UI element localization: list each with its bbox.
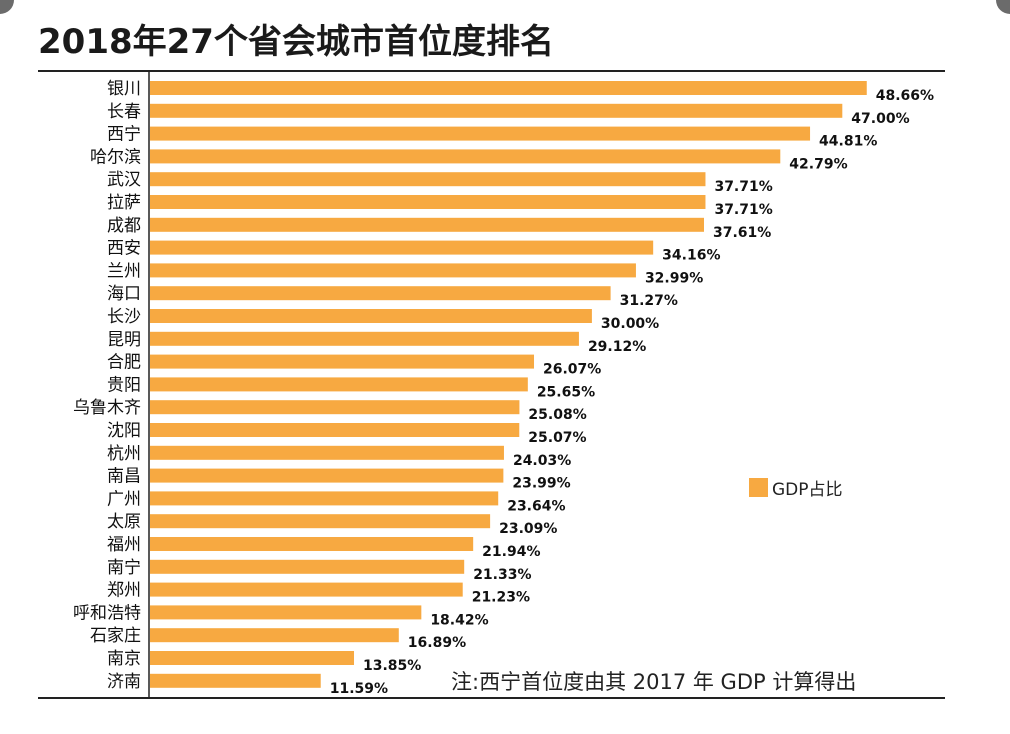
category-label: 郑州 — [107, 581, 141, 601]
footnote: 注:西宁首位度由其 2017 年 GDP 计算得出 — [451, 670, 857, 694]
category-label: 合肥 — [107, 353, 141, 373]
value-label: 30.00% — [601, 316, 659, 332]
bar — [150, 286, 611, 301]
value-label: 25.65% — [537, 384, 595, 400]
category-label: 西宁 — [107, 125, 141, 145]
bar — [150, 331, 579, 346]
value-label: 23.09% — [499, 521, 557, 537]
value-label: 11.59% — [330, 681, 388, 697]
bar — [150, 605, 422, 620]
bar — [150, 491, 499, 506]
category-label: 杭州 — [107, 444, 141, 464]
bar — [150, 559, 465, 574]
bar — [150, 582, 463, 597]
category-label: 拉萨 — [107, 193, 141, 213]
value-label: 47.00% — [851, 111, 909, 127]
bar — [150, 628, 399, 643]
value-label: 34.16% — [662, 248, 720, 264]
bar — [150, 445, 504, 460]
value-label: 21.94% — [482, 544, 540, 560]
bar — [150, 651, 355, 665]
bar — [150, 673, 321, 688]
value-label: 21.23% — [472, 590, 530, 606]
value-label: 25.08% — [528, 407, 586, 423]
bar — [150, 468, 504, 483]
value-label: 48.66% — [876, 88, 934, 104]
value-label: 37.61% — [713, 225, 771, 241]
value-label: 18.42% — [430, 612, 488, 628]
category-label: 太原 — [107, 512, 141, 532]
chart-title: 2018年27个省会城市首位度排名 — [38, 22, 554, 62]
value-label: 21.33% — [473, 567, 531, 583]
value-label: 23.99% — [512, 476, 570, 492]
value-label: 37.71% — [714, 202, 772, 218]
bar — [150, 195, 706, 209]
category-label: 沈阳 — [107, 421, 141, 441]
value-label: 26.07% — [543, 362, 601, 378]
value-label: 29.12% — [588, 339, 646, 355]
bar — [150, 126, 811, 141]
category-label: 兰州 — [107, 261, 141, 281]
value-label: 31.27% — [620, 293, 678, 309]
legend: GDP占比 — [749, 475, 843, 500]
category-label: 南宁 — [107, 558, 141, 578]
bar — [150, 217, 704, 232]
bar — [150, 172, 706, 187]
legend-swatch — [749, 478, 768, 497]
value-label: 37.71% — [714, 179, 772, 195]
bar — [150, 103, 843, 118]
value-label: 24.03% — [513, 453, 571, 469]
bar — [150, 377, 528, 392]
bar — [150, 263, 636, 278]
bar — [150, 81, 867, 95]
category-label: 昆明 — [107, 330, 141, 350]
category-label: 南京 — [107, 649, 141, 669]
value-label: 23.64% — [507, 498, 565, 514]
category-label: 济南 — [107, 672, 141, 692]
category-label: 长沙 — [107, 307, 141, 327]
bar — [150, 309, 592, 323]
category-label: 南昌 — [107, 467, 141, 487]
category-label: 武汉 — [107, 170, 141, 190]
category-label: 西安 — [107, 239, 141, 259]
legend-label: GDP占比 — [772, 480, 843, 500]
bottom-rule — [38, 697, 945, 699]
category-label: 哈尔滨 — [90, 147, 141, 167]
category-label: 长春 — [107, 102, 141, 122]
category-label: 石家庄 — [90, 626, 141, 646]
bar — [150, 514, 491, 529]
value-label: 42.79% — [789, 156, 847, 172]
bar — [150, 149, 781, 164]
bar — [150, 537, 474, 551]
bar — [150, 423, 520, 437]
value-label: 13.85% — [363, 658, 421, 674]
value-label: 32.99% — [645, 270, 703, 286]
category-label: 乌鲁木齐 — [73, 398, 141, 418]
value-label: 44.81% — [819, 134, 877, 150]
category-label: 银川 — [107, 79, 141, 99]
category-label: 海口 — [107, 284, 141, 304]
category-label: 福州 — [107, 535, 141, 555]
bar — [150, 354, 535, 369]
bar — [150, 400, 520, 415]
category-label: 呼和浩特 — [73, 603, 141, 623]
value-label: 16.89% — [408, 635, 466, 651]
category-label: 广州 — [107, 489, 141, 509]
category-label: 贵阳 — [107, 375, 141, 395]
bar — [150, 240, 654, 255]
category-label: 成都 — [107, 216, 141, 236]
top-rule — [38, 70, 945, 72]
value-label: 25.07% — [528, 430, 586, 446]
